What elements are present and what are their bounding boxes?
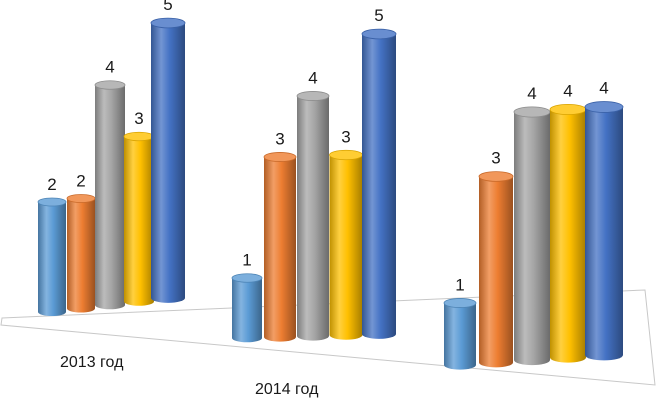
bar-1-series-1 — [37, 197, 67, 316]
bar-2-series-1 — [231, 273, 263, 343]
value-label-2-2: 3 — [275, 129, 284, 148]
bar-body — [362, 34, 396, 339]
bar-cap — [296, 91, 330, 101]
value-label-3-3: 4 — [527, 84, 536, 103]
bar-body — [444, 303, 476, 370]
bar-1-series-2 — [66, 194, 96, 313]
bar-body — [95, 85, 126, 310]
category-label-2013: 2013 год — [60, 354, 124, 371]
bar-cap — [94, 80, 126, 90]
bar-cap — [123, 131, 155, 142]
bar-1-series-4 — [123, 131, 155, 306]
bar-cap — [263, 152, 297, 162]
value-labels-layer: 2 2 4 3 5 1 3 4 3 5 1 3 4 4 4 — [47, 0, 608, 294]
bar-body — [38, 202, 66, 316]
bar-2-series-5 — [361, 28, 397, 339]
bars-layer — [37, 17, 624, 370]
bar-body — [585, 107, 623, 361]
bar-cap — [361, 28, 397, 40]
value-label-2-3: 4 — [308, 68, 317, 87]
bar-3-series-1 — [443, 298, 477, 370]
bar-1-series-5 — [150, 17, 186, 303]
bar-body — [124, 136, 154, 306]
bar-2-series-2 — [263, 152, 297, 342]
value-label-3-5: 4 — [599, 79, 608, 98]
bar-body — [67, 198, 95, 313]
value-label-1-5: 5 — [163, 0, 172, 14]
bar-cap — [66, 194, 96, 203]
bar-cap — [513, 106, 551, 118]
value-label-3-1: 1 — [455, 275, 464, 294]
bar-2-series-4 — [329, 149, 363, 340]
bar-3-series-3 — [513, 106, 551, 366]
value-label-3-4: 4 — [563, 81, 572, 100]
bar-3-series-4 — [549, 103, 587, 363]
bar-body — [232, 278, 262, 343]
value-label-1-3: 4 — [105, 58, 114, 77]
bar-cap — [478, 171, 514, 182]
value-label-2-5: 5 — [374, 6, 383, 25]
bar-body — [329, 155, 363, 340]
category-labels: 2013 год 2014 год — [60, 354, 319, 398]
bar-body — [479, 176, 513, 368]
category-label-2014: 2014 год — [255, 381, 319, 398]
bar-body — [264, 157, 296, 342]
bar-cap — [150, 17, 186, 29]
value-label-3-2: 3 — [491, 149, 500, 168]
bar-cap — [549, 103, 587, 116]
bar-body — [297, 96, 329, 341]
bar-1-series-3 — [94, 80, 126, 310]
value-label-1-1: 2 — [47, 175, 56, 194]
bar-body — [151, 23, 185, 303]
value-label-2-1: 1 — [242, 251, 251, 270]
bar-3-series-2 — [478, 171, 514, 368]
bar-cap — [584, 101, 624, 113]
bar-body — [514, 112, 550, 366]
bar-cap — [231, 273, 263, 283]
bar-3-series-5 — [584, 101, 624, 361]
value-label-1-4: 3 — [134, 109, 143, 128]
bar-cap — [329, 149, 363, 161]
bar-cap — [37, 197, 67, 207]
value-label-1-2: 2 — [76, 172, 85, 191]
bar-cap — [443, 298, 477, 308]
value-label-2-4: 3 — [341, 127, 350, 146]
bar-body — [550, 109, 586, 363]
bar-2-series-3 — [296, 91, 330, 341]
